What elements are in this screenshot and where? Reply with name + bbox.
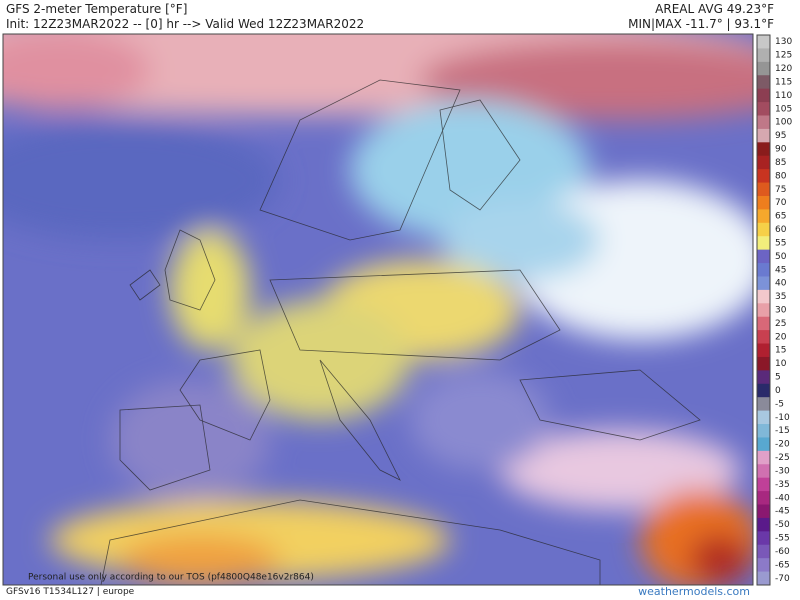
colorbar-label: 15 — [775, 346, 786, 356]
colorbar-segment — [757, 424, 770, 438]
colorbar-label: 125 — [775, 51, 792, 61]
colorbar-segment — [757, 48, 770, 63]
colorbar-label: -40 — [775, 493, 790, 503]
colorbar-label: 110 — [775, 91, 792, 101]
colorbar-segment — [757, 249, 770, 264]
colorbar-label: -50 — [775, 520, 790, 530]
colorbar-segment — [757, 343, 770, 358]
colorbar-label: 95 — [775, 131, 786, 141]
colorbar-segment — [757, 356, 770, 371]
colorbar-segment — [757, 142, 770, 157]
colorbar-segment — [757, 330, 770, 345]
min-max: MIN|MAX -11.7° | 93.1°F — [628, 17, 774, 31]
colorbar-segment — [757, 182, 770, 197]
colorbar-segment — [757, 128, 770, 143]
colorbar-label: 130 — [775, 37, 792, 47]
colorbar-label: -65 — [775, 560, 790, 570]
colorbar-label: 105 — [775, 104, 792, 114]
colorbar-segment — [757, 236, 770, 251]
colorbar-segment — [757, 544, 770, 559]
colorbar-label: -10 — [775, 413, 790, 423]
colorbar-label: -25 — [775, 453, 790, 463]
colorbar-label: 60 — [775, 225, 787, 235]
colorbar-label: -35 — [775, 480, 790, 490]
colorbar-label: -20 — [775, 440, 790, 450]
colorbar-segment — [757, 289, 770, 304]
colorbar-segment — [757, 450, 770, 465]
colorbar-label: 70 — [775, 198, 787, 208]
colorbar-label: -55 — [775, 534, 790, 544]
colorbar-segment — [757, 115, 770, 130]
colorbar-segment — [757, 558, 770, 573]
colorbar-label: -30 — [775, 466, 790, 476]
colorbar-segment — [757, 35, 770, 49]
colorbar-segment — [757, 155, 770, 170]
colorbar-label: 100 — [775, 118, 792, 128]
site-link[interactable]: weathermodels.com — [638, 585, 750, 598]
colorbar-segment — [757, 437, 770, 452]
temperature-field — [3, 34, 753, 585]
colorbar-segment — [757, 477, 770, 492]
model-info: GFSv16 T1534L127 | europe — [6, 587, 135, 597]
colorbar-segment — [757, 209, 770, 224]
colorbar-label: 0 — [775, 386, 781, 396]
colorbar-segment — [757, 88, 770, 103]
colorbar-segment — [757, 61, 770, 76]
colorbar-label: 75 — [775, 185, 786, 195]
colorbar-segment — [757, 370, 770, 385]
colorbar-label: -60 — [775, 547, 790, 557]
colorbar-segment — [757, 504, 770, 519]
colorbar-segment — [757, 75, 770, 90]
colorbar-label: 55 — [775, 238, 786, 248]
colorbar-segment — [757, 276, 770, 291]
colorbar-label: 40 — [775, 279, 787, 289]
colorbar-segment — [757, 195, 770, 210]
colorbar-label: -5 — [775, 399, 784, 409]
colorbar-segment — [757, 303, 770, 318]
watermark: Personal use only according to our TOS (… — [28, 573, 314, 583]
colorbar-label: 90 — [775, 145, 787, 155]
colorbar-segment — [757, 169, 770, 184]
colorbar-label: 120 — [775, 64, 792, 74]
colorbar-segment — [757, 491, 770, 506]
colorbar-label: 50 — [775, 252, 787, 262]
colorbar-label: 35 — [775, 292, 786, 302]
colorbar-segment — [757, 410, 770, 425]
colorbar-label: 80 — [775, 171, 787, 181]
colorbar-label: -70 — [775, 574, 790, 584]
title: GFS 2-meter Temperature [°F] — [6, 2, 188, 16]
colorbar-label: 85 — [775, 158, 786, 168]
colorbar-segment — [757, 397, 770, 412]
colorbar-frame — [756, 34, 771, 586]
colorbar-segment — [757, 464, 770, 479]
colorbar-segment — [757, 102, 770, 116]
colorbar-label: -45 — [775, 507, 790, 517]
colorbar-segment — [757, 383, 770, 398]
colorbar-segment — [757, 316, 770, 331]
colorbar-label: -15 — [775, 426, 790, 436]
colorbar-label: 45 — [775, 265, 786, 275]
colorbar-label: 20 — [775, 332, 787, 342]
colorbar-label: 25 — [775, 319, 786, 329]
init-line: Init: 12Z23MAR2022 -- [0] hr --> Valid W… — [6, 17, 365, 31]
colorbar-segment — [757, 517, 770, 532]
colorbar-segment — [757, 263, 770, 277]
areal-avg: AREAL AVG 49.23°F — [655, 2, 774, 16]
colorbar: 1301251201151101051009590858075706560555… — [756, 34, 792, 586]
colorbar-label: 30 — [775, 306, 787, 316]
colorbar-label: 10 — [775, 359, 787, 369]
colorbar-segment — [757, 531, 770, 546]
colorbar-label: 115 — [775, 77, 792, 87]
colorbar-segment — [757, 571, 770, 586]
colorbar-segment — [757, 222, 770, 237]
colorbar-label: 5 — [775, 373, 781, 383]
colorbar-label: 65 — [775, 212, 786, 222]
map-frame — [2, 33, 754, 586]
